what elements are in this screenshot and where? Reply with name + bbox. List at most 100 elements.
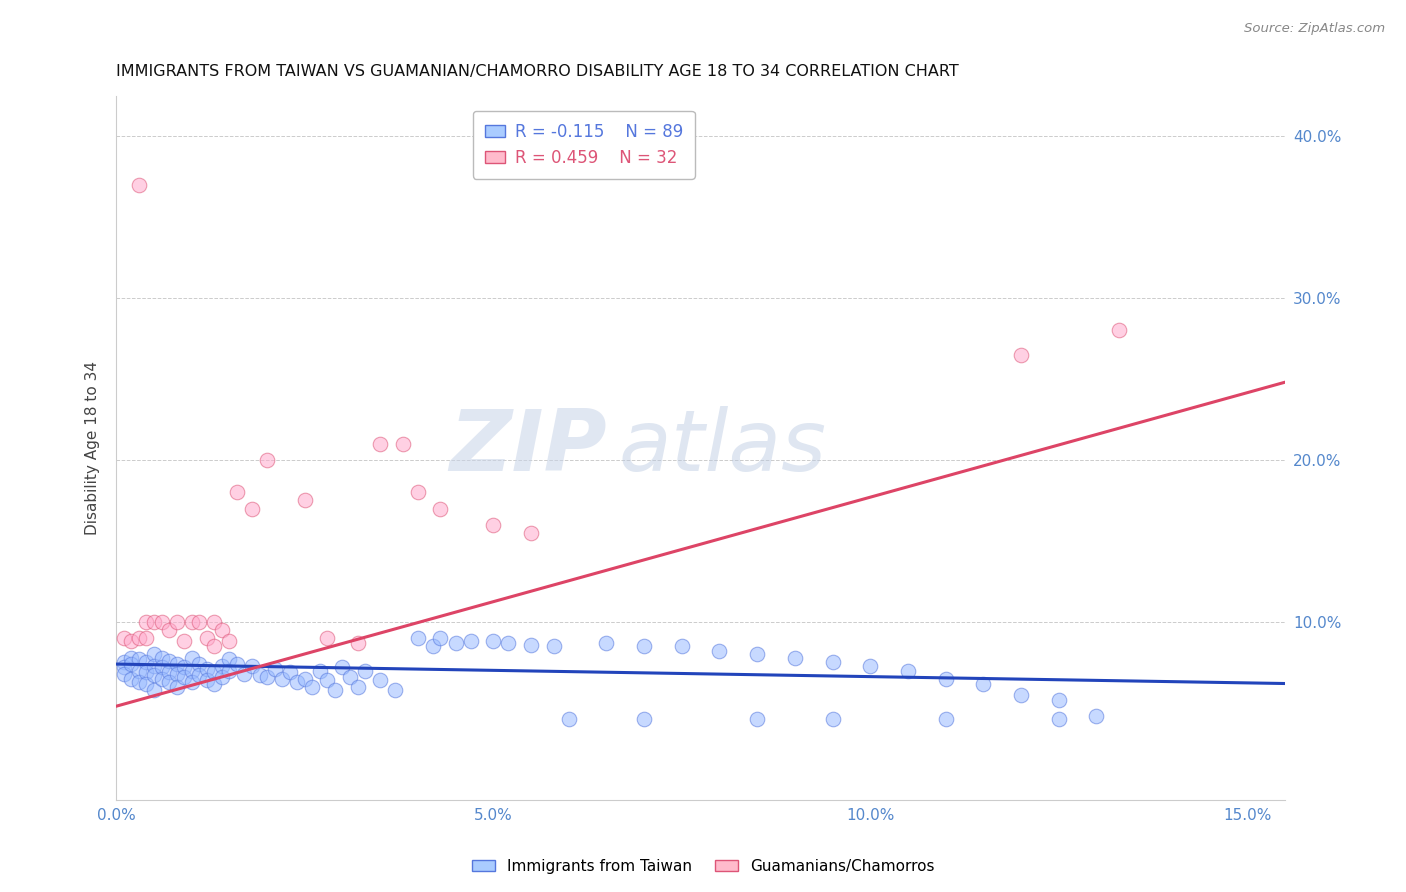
Point <box>135 656 157 670</box>
Y-axis label: Disability Age 18 to 34: Disability Age 18 to 34 <box>86 361 100 535</box>
Point <box>633 640 655 654</box>
Point <box>150 672 173 686</box>
Point <box>150 650 173 665</box>
Point <box>173 670 195 684</box>
Point <box>188 657 211 671</box>
Point <box>821 712 844 726</box>
Point <box>543 640 565 654</box>
Point <box>180 615 202 629</box>
Point <box>135 665 157 680</box>
Point <box>120 634 142 648</box>
Point <box>859 658 882 673</box>
Point <box>112 660 135 674</box>
Point <box>557 712 579 726</box>
Point <box>112 656 135 670</box>
Legend: Immigrants from Taiwan, Guamanians/Chamorros: Immigrants from Taiwan, Guamanians/Chamo… <box>465 853 941 880</box>
Point <box>202 676 225 690</box>
Point <box>202 640 225 654</box>
Point <box>150 615 173 629</box>
Point <box>135 631 157 645</box>
Point <box>211 658 233 673</box>
Point <box>821 656 844 670</box>
Point <box>709 644 731 658</box>
Point <box>143 668 166 682</box>
Point <box>225 485 247 500</box>
Point <box>218 652 240 666</box>
Point <box>747 712 769 726</box>
Point <box>482 634 505 648</box>
Point <box>157 654 180 668</box>
Point <box>225 657 247 671</box>
Point <box>202 615 225 629</box>
Point <box>120 672 142 686</box>
Point <box>188 615 211 629</box>
Point <box>406 631 429 645</box>
Point <box>263 662 285 676</box>
Point <box>308 664 330 678</box>
Point <box>520 525 543 540</box>
Point <box>120 650 142 665</box>
Point <box>346 680 368 694</box>
Point <box>180 664 202 678</box>
Point <box>218 664 240 678</box>
Point <box>166 666 188 681</box>
Point <box>157 623 180 637</box>
Point <box>972 676 994 690</box>
Point <box>1085 709 1108 723</box>
Point <box>143 648 166 662</box>
Point <box>897 664 920 678</box>
Point <box>346 636 368 650</box>
Point <box>128 652 150 666</box>
Point <box>354 664 377 678</box>
Point <box>135 676 157 690</box>
Point <box>157 665 180 680</box>
Point <box>1047 712 1070 726</box>
Point <box>249 668 271 682</box>
Point <box>444 636 467 650</box>
Point <box>294 493 316 508</box>
Point <box>482 517 505 532</box>
Point <box>180 650 202 665</box>
Point <box>633 712 655 726</box>
Point <box>166 657 188 671</box>
Point <box>135 615 157 629</box>
Point <box>240 501 263 516</box>
Point <box>195 673 218 688</box>
Point <box>278 665 301 680</box>
Point <box>143 615 166 629</box>
Point <box>498 636 520 650</box>
Point <box>1010 688 1032 702</box>
Point <box>316 673 339 688</box>
Text: Source: ZipAtlas.com: Source: ZipAtlas.com <box>1244 22 1385 36</box>
Point <box>157 674 180 689</box>
Point <box>166 680 188 694</box>
Point <box>935 712 957 726</box>
Text: atlas: atlas <box>619 407 827 490</box>
Point <box>595 636 617 650</box>
Point <box>143 683 166 698</box>
Point <box>188 668 211 682</box>
Point <box>143 658 166 673</box>
Point <box>783 650 806 665</box>
Point <box>1108 323 1130 337</box>
Point <box>195 631 218 645</box>
Point <box>1047 692 1070 706</box>
Point <box>520 638 543 652</box>
Point <box>256 670 278 684</box>
Point <box>429 501 451 516</box>
Point <box>323 683 346 698</box>
Point <box>271 672 294 686</box>
Point <box>218 634 240 648</box>
Point <box>211 670 233 684</box>
Point <box>285 674 308 689</box>
Point <box>1010 348 1032 362</box>
Point <box>202 665 225 680</box>
Point <box>240 658 263 673</box>
Point <box>339 670 361 684</box>
Point <box>166 615 188 629</box>
Point <box>747 648 769 662</box>
Point <box>233 666 256 681</box>
Point <box>180 674 202 689</box>
Point <box>128 664 150 678</box>
Point <box>112 631 135 645</box>
